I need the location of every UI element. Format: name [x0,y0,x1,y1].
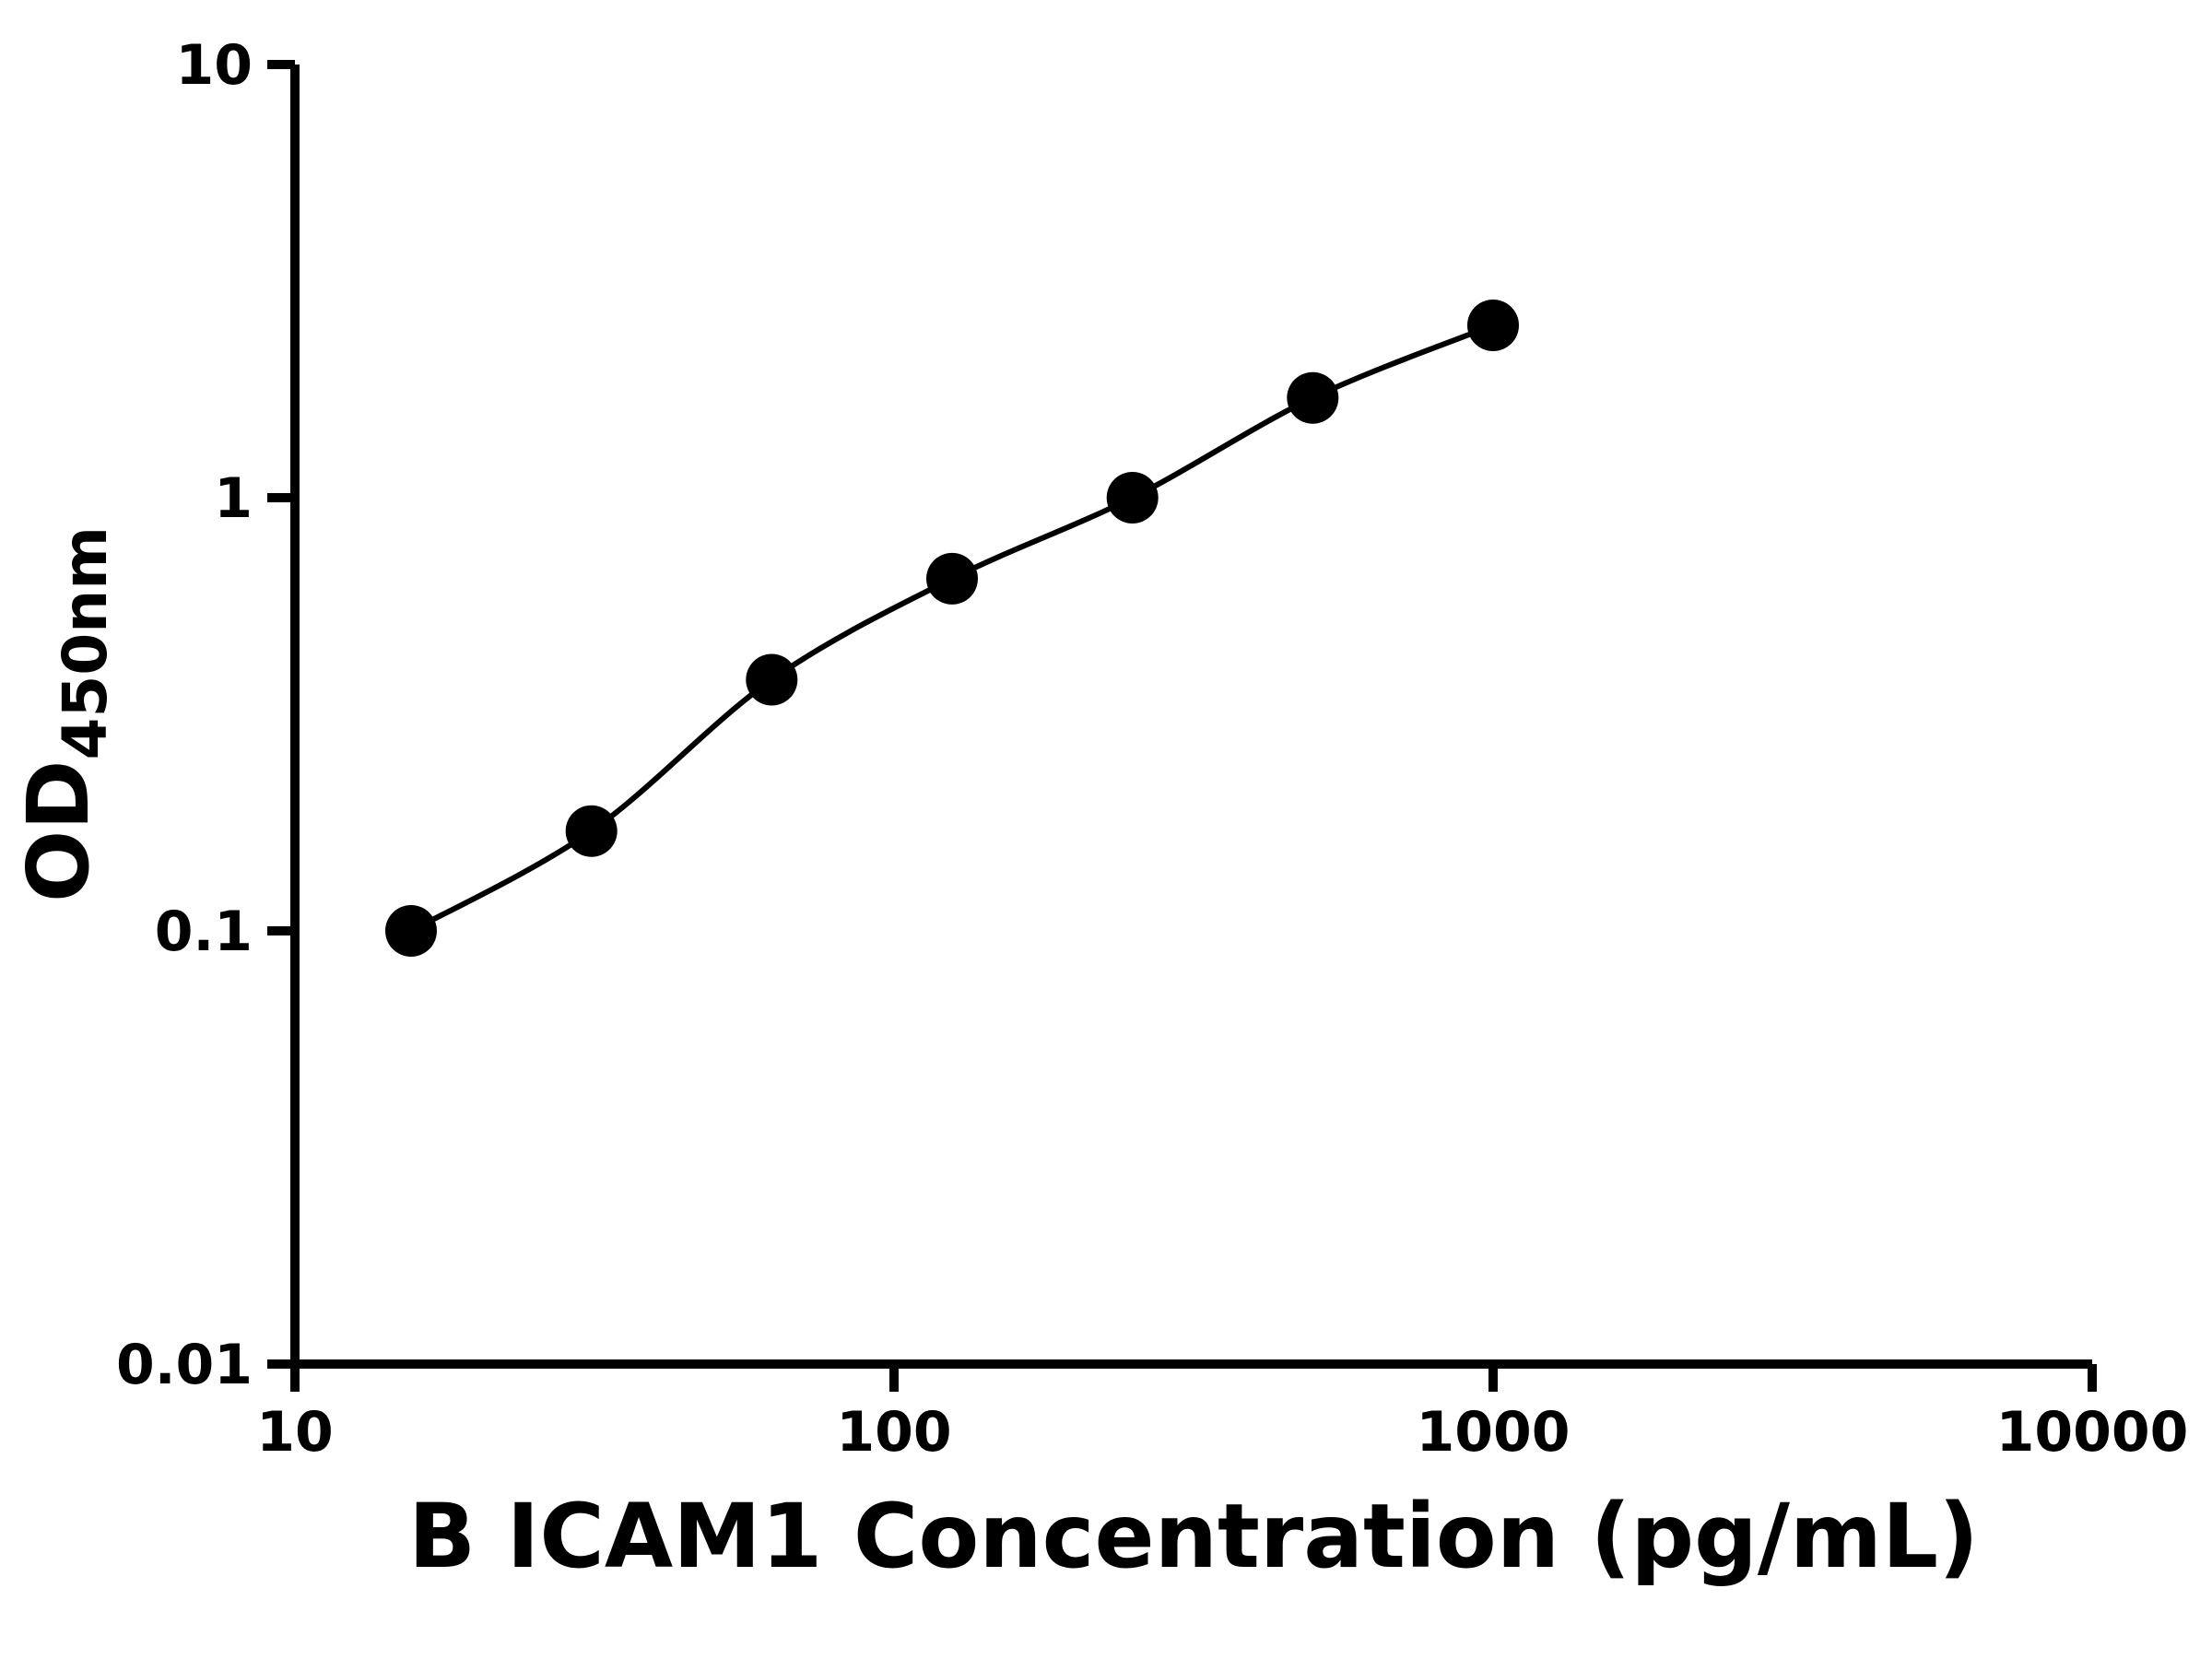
data-point [1467,300,1519,351]
x-axis-title: B ICAM1 Concentration (pg/mL) [408,1485,1979,1588]
x-tick-label: 10000 [1996,1400,2189,1465]
x-tick-label: 100 [836,1400,951,1465]
y-axis: 0.01 0.1 1 10 [116,33,300,1397]
data-point [746,653,798,706]
y-tick-label: 10 [176,33,253,98]
data-point [385,905,437,957]
x-tick-label: 1000 [1417,1400,1571,1465]
data-point [926,552,978,605]
y-axis-title: OD450nm [9,526,121,902]
data-point [1106,472,1159,524]
y-axis-title-subscript: 450nm [50,526,121,760]
y-tick-label: 0.1 [155,900,253,964]
x-axis: 10 100 1000 10000 [256,1359,2189,1465]
data-series [385,300,1519,957]
x-tick-label: 10 [256,1400,334,1465]
y-tick-label: 0.01 [116,1333,253,1397]
data-point [565,805,618,857]
y-tick-label: 1 [214,466,253,531]
data-point [1287,371,1339,424]
